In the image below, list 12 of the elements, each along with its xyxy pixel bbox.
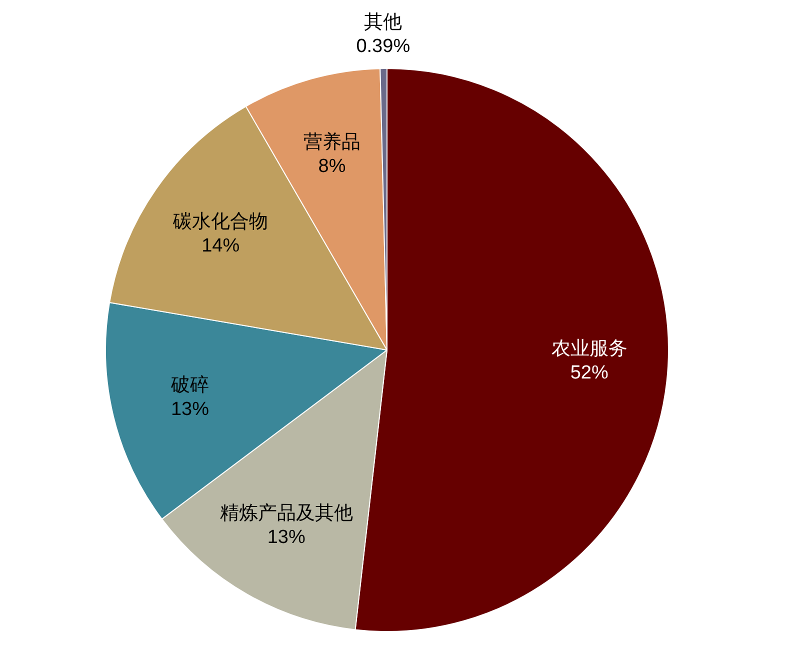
slice-label: 碳水化合物 xyxy=(172,212,268,233)
data-label: 13% xyxy=(267,527,306,548)
slice-label: 精炼产品及其他 xyxy=(220,503,353,524)
data-label: 13% xyxy=(170,398,210,420)
data-label: 0.39% xyxy=(356,36,410,57)
slice-label: 农业服务 xyxy=(551,338,628,360)
data-label: 52% xyxy=(570,362,608,384)
data-label: 8% xyxy=(318,156,346,178)
slice-label: 破碎 xyxy=(170,374,210,396)
slice-label: 其他 xyxy=(364,12,402,33)
data-label: 14% xyxy=(202,236,240,257)
slice-label: 营养品 xyxy=(304,131,361,154)
